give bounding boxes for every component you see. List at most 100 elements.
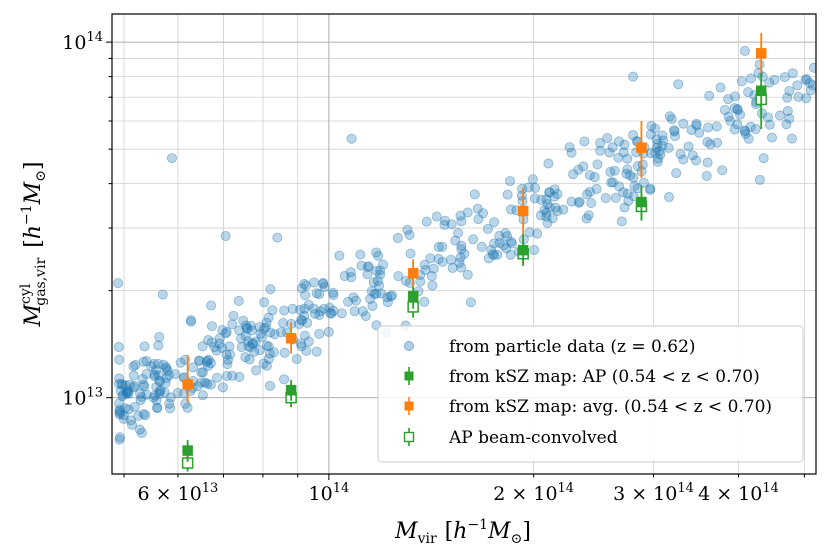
particle-point [328, 305, 339, 316]
particle-point [139, 381, 150, 392]
particle-point [645, 184, 656, 195]
x-tick-label: 1014 [309, 481, 350, 505]
particle-point [766, 132, 777, 143]
particle-point [295, 338, 306, 349]
particle-point [610, 192, 621, 203]
particle-point [653, 153, 664, 164]
particle-point [729, 124, 740, 135]
particle-point [807, 80, 816, 91]
particle-point [198, 367, 209, 378]
particle-point [206, 321, 217, 332]
particle-point [254, 345, 265, 356]
particle-point [151, 395, 162, 406]
particle-point [205, 379, 216, 390]
particle-point [153, 370, 164, 381]
particle-point [192, 381, 203, 392]
particle-point [632, 161, 643, 172]
particle-point [211, 345, 222, 356]
particle-point [214, 333, 225, 344]
particle-point [498, 240, 509, 251]
particle-point [137, 373, 148, 384]
particle-point [116, 378, 127, 389]
particle-point [114, 373, 125, 384]
particle-point [114, 378, 125, 389]
particle-point [140, 410, 151, 421]
particle-point [550, 202, 561, 213]
particle-point [505, 176, 516, 187]
particle-point [114, 354, 125, 365]
particle-point [473, 214, 484, 225]
particle-point [318, 279, 329, 290]
particle-point [120, 403, 131, 414]
particle-point [114, 398, 125, 409]
particle-point [579, 136, 590, 147]
particle-point [589, 172, 600, 183]
particle-point [221, 370, 232, 381]
particle-point [269, 329, 280, 340]
particle-point [787, 68, 798, 79]
particle-point [160, 377, 171, 388]
particle-point [691, 118, 702, 129]
particle-point [602, 133, 613, 144]
particle-point [222, 359, 233, 370]
particle-point [275, 327, 286, 338]
particle-point [655, 149, 666, 160]
particle-point [478, 208, 489, 219]
particle-point [754, 59, 765, 70]
particle-point [151, 381, 162, 392]
particle-point [371, 265, 382, 276]
particle-point [346, 272, 357, 283]
particle-point [378, 259, 389, 270]
particle-point [141, 389, 152, 400]
particle-point [723, 94, 734, 105]
particle-point [664, 111, 675, 122]
particle-point [369, 288, 380, 299]
particle-point [296, 341, 307, 352]
avg-point [407, 267, 419, 279]
avg-point [285, 332, 297, 344]
particle-point [196, 377, 207, 388]
particle-point [717, 165, 728, 176]
particle-point [287, 303, 298, 314]
particle-point [328, 290, 339, 301]
particle-point [564, 142, 575, 153]
particle-point [151, 365, 162, 376]
particle-point [657, 140, 668, 151]
particle-point [164, 370, 175, 381]
particle-point [152, 402, 163, 413]
legend-entry-avg: from kSZ map: avg. (0.54 < z < 0.70) [404, 397, 772, 417]
particle-point [160, 362, 171, 373]
particle-point [670, 131, 681, 142]
particle-point [613, 152, 624, 163]
particle-point [118, 410, 129, 421]
particle-point [339, 271, 350, 282]
particle-point [472, 203, 483, 214]
particle-point [523, 182, 534, 193]
particle-point [221, 349, 232, 360]
particle-point [279, 347, 290, 358]
particle-point [431, 211, 442, 222]
particle-point [494, 238, 505, 249]
particle-point [447, 262, 458, 273]
particle-point [393, 271, 404, 282]
particle-point [113, 342, 124, 353]
particle-point [362, 262, 373, 273]
particle-point [224, 341, 235, 352]
particle-point [779, 72, 790, 83]
particle-point [628, 191, 639, 202]
particle-point [541, 211, 552, 222]
particle-point [155, 385, 166, 396]
particle-point [148, 392, 159, 403]
particle-point [203, 360, 214, 371]
particle-point [161, 363, 172, 374]
particle-point [373, 250, 384, 261]
particle-point [735, 109, 746, 120]
particle-point [544, 187, 555, 198]
particle-point [222, 354, 233, 365]
particle-point [421, 216, 432, 227]
particle-point [122, 385, 133, 396]
particle-point [220, 230, 231, 241]
particle-point [673, 79, 684, 90]
particle-point [754, 174, 765, 185]
